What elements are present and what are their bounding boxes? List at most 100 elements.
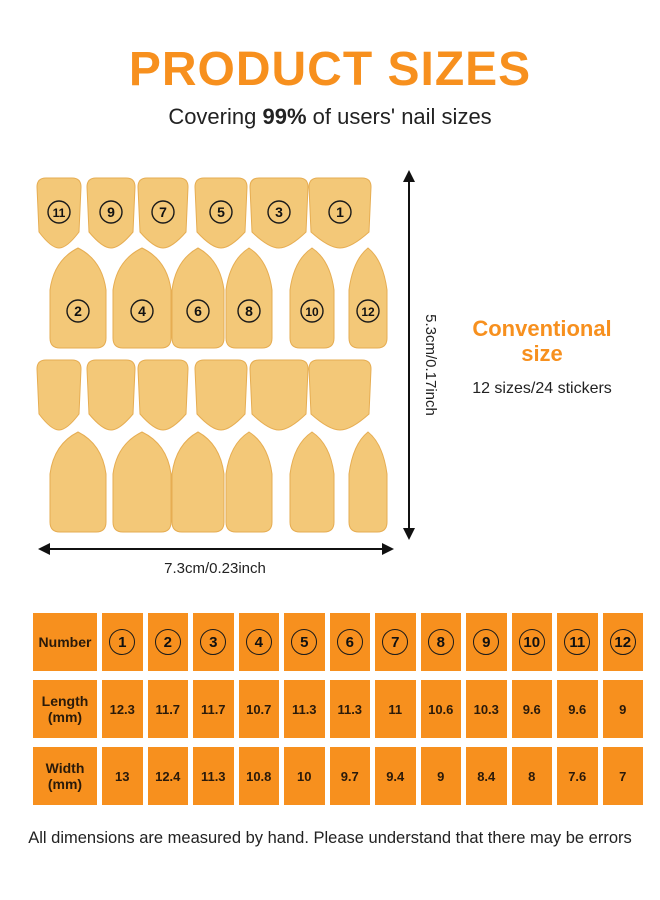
nail-number-10-label: 10 [305, 305, 319, 319]
table-cell-number-10: 10 [511, 613, 552, 671]
nail-top-5 [194, 177, 248, 249]
table-cell-number-2: 2 [147, 613, 188, 671]
table-cell-value: 8.4 [477, 768, 496, 784]
table-cell-length-9: 10.3 [466, 680, 507, 738]
nail-number-9-label: 9 [107, 204, 115, 220]
table-cell-length-4: 10.7 [238, 680, 279, 738]
nail-fourth-3 [225, 431, 273, 533]
table-cell-value: 9 [437, 768, 445, 784]
table-cell-length-8: 10.6 [420, 680, 461, 738]
row-header-length-text: (mm) [47, 709, 83, 725]
table-cell-number-5: 5 [284, 613, 325, 671]
table-cell-width-1: 13 [102, 747, 143, 805]
nail-number-6-label: 6 [194, 303, 202, 319]
table-cell-length-2: 11.7 [147, 680, 188, 738]
table-cell-value: 11 [388, 701, 403, 717]
size-number-badge: 6 [336, 629, 363, 655]
table-cell-length-6: 11.3 [329, 680, 370, 738]
table-cell-value: 9.7 [340, 768, 359, 784]
size-number-badge: 2 [154, 629, 181, 655]
nail-fourth-0 [49, 431, 107, 533]
size-number-badge: 1 [109, 629, 136, 655]
table-cell-value: 12.3 [109, 701, 135, 717]
nail-top-1 [308, 177, 372, 249]
table-cell-value: 7 [619, 768, 627, 784]
table-cell-value: 12.4 [155, 768, 181, 784]
nail-fourth-5 [348, 431, 388, 533]
nail-number-7-label: 7 [159, 204, 167, 220]
nail-number-3-label: 3 [275, 204, 283, 220]
nail-number-10-circle [300, 299, 324, 323]
conventional-size-title: Conventional size [452, 316, 632, 366]
nail-number-7-circle [151, 200, 175, 224]
nail-number-4-circle [130, 299, 154, 323]
size-number-badge: 11 [564, 629, 591, 655]
table-cell-value: 9 [619, 701, 627, 717]
table-cell-width-7: 9.4 [375, 747, 416, 805]
row-header-width: Width (mm) [33, 747, 97, 805]
nail-second-6 [171, 247, 225, 349]
table-cell-width-3: 11.3 [193, 747, 234, 805]
size-number-badge: 10 [518, 629, 545, 655]
table-cell-value: 10.3 [473, 701, 499, 717]
size-number-badge: 4 [245, 629, 272, 655]
table-cell-value: 13 [115, 768, 130, 784]
table-cell-value: 9.6 [522, 701, 541, 717]
nail-number-8-circle [237, 299, 261, 323]
nail-fourth-1 [112, 431, 172, 533]
nail-top-11 [36, 177, 82, 249]
table-cell-width-5: 10 [284, 747, 325, 805]
table-cell-value: 8 [528, 768, 536, 784]
nail-number-3-circle [267, 200, 291, 224]
nail-top-7 [137, 177, 189, 249]
subtitle-highlight: 99% [262, 104, 307, 129]
nail-number-2-circle [66, 299, 90, 323]
table-cell-width-10: 8 [511, 747, 552, 805]
table-cell-number-6: 6 [329, 613, 370, 671]
table-cell-width-11: 7.6 [557, 747, 598, 805]
size-number-badge: 3 [200, 629, 227, 655]
table-cell-value: 10 [297, 768, 312, 784]
table-cell-number-1: 1 [102, 613, 143, 671]
nail-number-12-circle [356, 299, 380, 323]
nail-third-2 [137, 359, 189, 431]
table-cell-value: 11.3 [337, 701, 363, 717]
size-number-badge: 12 [609, 629, 636, 655]
nail-fourth-4 [289, 431, 335, 533]
size-number-badge: 8 [427, 629, 454, 655]
nail-fourth-2 [171, 431, 225, 533]
table-cell-number-7: 7 [375, 613, 416, 671]
row-header-width-text: Width [45, 760, 85, 776]
table-cell-width-6: 9.7 [329, 747, 370, 805]
conventional-title-line2: size [521, 341, 563, 366]
row-header-number: Number [33, 613, 97, 671]
height-dimension-label: 5.3cm/0.17inch [422, 314, 439, 416]
nail-number-6-circle [186, 299, 210, 323]
nail-number-4-label: 4 [138, 303, 146, 319]
nail-second-8 [225, 247, 273, 349]
nail-third-1 [86, 359, 136, 431]
nail-third-4 [249, 359, 309, 431]
table-cell-value: 11.3 [200, 768, 226, 784]
conventional-title-line1: Conventional [472, 316, 612, 341]
table-cell-width-12: 7 [602, 747, 643, 805]
page-title: PRODUCT SIZES [128, 43, 532, 96]
size-number-badge: 5 [291, 629, 318, 655]
nail-third-5 [308, 359, 372, 431]
table-cell-number-4: 4 [238, 613, 279, 671]
page-subtitle: Covering 99% of users' nail sizes [0, 104, 660, 130]
table-cell-length-7: 11 [375, 680, 416, 738]
table-row-length: Length (mm) 12.3 11.7 11.7 10.7 11.3 11.3 11 10.6… [33, 680, 643, 738]
nail-number-1-label: 1 [336, 204, 344, 220]
nail-number-8-label: 8 [245, 303, 253, 319]
size-number-badge: 9 [473, 629, 500, 655]
width-arrow-left-head [38, 543, 50, 555]
width-arrow-right-head [382, 543, 394, 555]
table-cell-length-10: 9.6 [511, 680, 552, 738]
nail-number-1-circle [328, 200, 352, 224]
table-cell-value: 9.4 [386, 768, 405, 784]
nail-number-11-label: 11 [53, 206, 66, 220]
table-cell-value: 11.3 [291, 701, 317, 717]
table-cell-length-12: 9 [602, 680, 643, 738]
table-cell-value: 11.7 [155, 701, 181, 717]
